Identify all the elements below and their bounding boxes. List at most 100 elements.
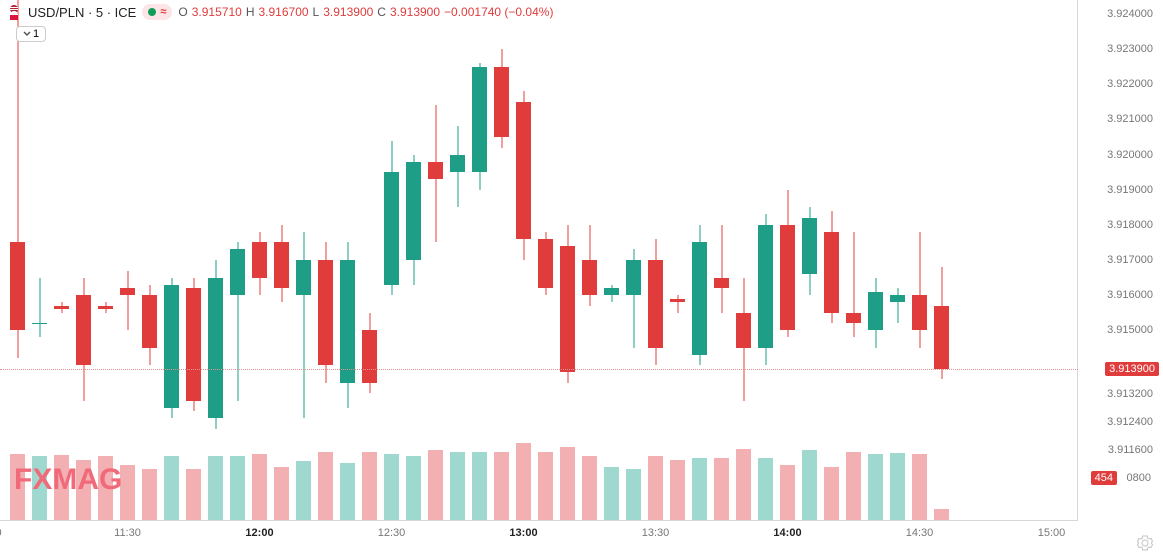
settings-button[interactable] [1137, 535, 1153, 551]
candle [428, 0, 443, 520]
candle [450, 0, 465, 520]
close-value: 3.913900 [390, 5, 440, 19]
candle-wick [127, 271, 128, 331]
candle-body [758, 225, 773, 348]
candle [186, 0, 201, 520]
watermark: FXMAG [14, 463, 122, 497]
y-tick-label: 3.922000 [1107, 78, 1153, 90]
y-tick-label: 3.912400 [1107, 416, 1153, 428]
candle [890, 0, 905, 520]
candle [274, 0, 289, 520]
chart-plot-area[interactable] [0, 0, 1078, 520]
candle-body [274, 242, 289, 288]
candle [516, 0, 531, 520]
candle [758, 0, 773, 520]
open-label: O [178, 5, 187, 19]
y-axis[interactable]: 3.9240003.9230003.9220003.9210003.920000… [1078, 0, 1163, 520]
candle-body [340, 260, 355, 383]
x-axis[interactable]: 0011:3012:0012:3013:0013:3014:0014:3015:… [0, 520, 1078, 557]
x-tick-label: 12:30 [378, 527, 406, 539]
candle-body [516, 102, 531, 239]
candle-body [824, 232, 839, 313]
current-price-line [0, 369, 1078, 370]
high-label: H [246, 5, 255, 19]
candle [868, 0, 883, 520]
y-tick-label: 3.919000 [1107, 184, 1153, 196]
candle [164, 0, 179, 520]
candle-body [604, 288, 619, 295]
candle-wick [721, 225, 722, 313]
y-tick-label: 3.923000 [1107, 43, 1153, 55]
candle [802, 0, 817, 520]
y-tick-label: 3.915000 [1107, 324, 1153, 336]
candle [252, 0, 267, 520]
candle-body [912, 295, 927, 330]
dot-down-icon: ≈ [160, 6, 166, 18]
x-tick-label: 00 [0, 527, 2, 539]
high-value: 3.916700 [258, 5, 308, 19]
y-tick-label: 3.920000 [1107, 149, 1153, 161]
candle-body [934, 306, 949, 369]
candle [230, 0, 245, 520]
candle [538, 0, 553, 520]
x-tick-label: 14:30 [906, 527, 934, 539]
candle [912, 0, 927, 520]
currency-flag-icon [6, 4, 22, 20]
candle [494, 0, 509, 520]
gear-icon [1137, 535, 1153, 551]
chart-container: USD/PLN · 5 · ICE ≈ O3.915710 H3.916700 … [0, 0, 1163, 557]
candle [692, 0, 707, 520]
candle-body [318, 260, 333, 365]
dropdown-toggle[interactable]: 1 [16, 26, 46, 42]
indicator-pill[interactable]: ≈ [142, 4, 172, 20]
open-value: 3.915710 [192, 5, 242, 19]
x-tick-label: 11:30 [114, 527, 141, 539]
dot-up-icon [148, 8, 156, 16]
y-tick-label: 3.918000 [1107, 219, 1153, 231]
candle [406, 0, 421, 520]
candle-body [802, 218, 817, 274]
candle-body [670, 299, 685, 303]
candle-body [362, 330, 377, 383]
close-label: C [377, 5, 386, 19]
candle-body [76, 295, 91, 365]
candle-body [54, 306, 69, 310]
candle-body [252, 242, 267, 277]
change-value: −0.001740 (−0.04%) [444, 5, 553, 19]
candle [340, 0, 355, 520]
candle-body [10, 242, 25, 330]
candle [120, 0, 135, 520]
candle [76, 0, 91, 520]
dropdown-label: 1 [33, 28, 39, 40]
x-tick-label: 14:00 [773, 527, 801, 539]
chevron-down-icon [23, 30, 31, 38]
candle [472, 0, 487, 520]
candle-body [692, 242, 707, 354]
low-value: 3.913900 [323, 5, 373, 19]
candle-wick [39, 278, 40, 338]
symbol-label[interactable]: USD/PLN · 5 · ICE [28, 5, 136, 20]
candle-body [582, 260, 597, 295]
candle-body [736, 313, 751, 348]
candle-body [32, 323, 47, 324]
candle-body [164, 285, 179, 408]
candle-body [780, 225, 795, 330]
candle-body [450, 155, 465, 173]
candle [98, 0, 113, 520]
y-tick-label: 3.913200 [1107, 388, 1153, 400]
candle-body [296, 260, 311, 295]
candle [560, 0, 575, 520]
x-tick-label: 15:00 [1038, 527, 1066, 539]
candle-body [98, 306, 113, 310]
candle-body [494, 67, 509, 137]
candle [54, 0, 69, 520]
candle-wick [919, 232, 920, 348]
candle [736, 0, 751, 520]
candle [384, 0, 399, 520]
y-tick-label: 3.911600 [1108, 444, 1153, 456]
x-tick-label: 12:00 [245, 527, 273, 539]
candle [318, 0, 333, 520]
y-tick-label: 3.921000 [1107, 113, 1153, 125]
candle [582, 0, 597, 520]
candle-wick [897, 288, 898, 323]
